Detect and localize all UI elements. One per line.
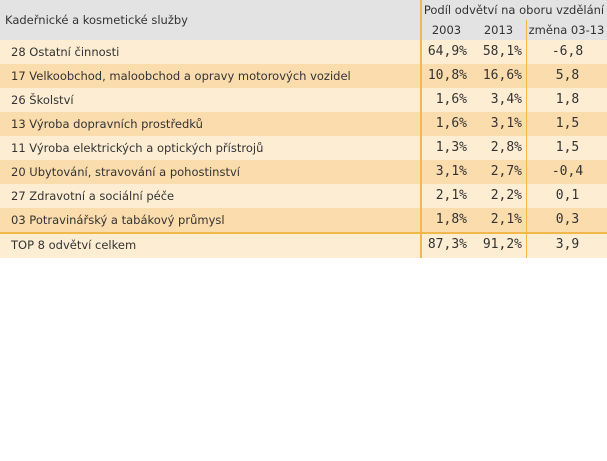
cell-change: 0,1	[526, 184, 606, 208]
table-row: 26 Školství 1,6% 3,4% 1,8	[0, 88, 607, 112]
cell-2003: 2,1%	[420, 184, 471, 208]
row-label: 28 Ostatní činnosti	[11, 45, 120, 59]
table-row: 28 Ostatní činnosti 64,9% 58,1% -6,8	[0, 40, 607, 64]
cell-2003: 1,8%	[420, 208, 471, 232]
total-2003: 87,3%	[420, 234, 471, 258]
table-row: 17 Velkoobchod, maloobchod a opravy moto…	[0, 64, 607, 88]
cell-2013: 2,2%	[490, 188, 522, 203]
row-label: 26 Školství	[11, 93, 74, 107]
cell-2013: 2,1%	[490, 212, 522, 227]
cell-change: 1,8	[526, 88, 606, 112]
cell-2013: 16,6%	[482, 68, 522, 83]
cell-2003: 10,8%	[420, 64, 471, 88]
row-label: 13 Výroba dopravních prostředků	[11, 117, 203, 131]
column-header-2013: 2013	[483, 23, 514, 37]
row-label: 11 Výroba elektrických a optických příst…	[11, 141, 264, 155]
table-title: Kadeřnické a kosmetické služby	[5, 13, 188, 27]
cell-2003: 1,6%	[420, 112, 471, 136]
cell-2003: 3,1%	[420, 160, 471, 184]
column-group-header: Podíl odvětví na oboru vzdělání	[420, 0, 606, 20]
table-row: 27 Zdravotní a sociální péče 2,1% 2,2% 0…	[0, 184, 607, 208]
row-label: 17 Velkoobchod, maloobchod a opravy moto…	[11, 69, 351, 83]
total-2013: 91,2%	[482, 237, 522, 252]
cell-2003: 1,3%	[420, 136, 471, 160]
cell-change: 1,5	[526, 112, 606, 136]
total-change: 3,9	[526, 234, 606, 258]
row-label: 20 Ubytování, stravování a pohostinství	[11, 165, 240, 179]
cell-change: -6,8	[526, 40, 606, 64]
cell-change: -0,4	[526, 160, 606, 184]
cell-2003: 64,9%	[420, 40, 471, 64]
total-row: TOP 8 odvětví celkem 87,3% 91,2% 3,9	[0, 232, 607, 258]
cell-2013: 2,8%	[490, 140, 522, 155]
row-label: 03 Potravinářský a tabákový průmysl	[11, 213, 225, 227]
row-label: 27 Zdravotní a sociální péče	[11, 189, 175, 203]
table-row: 13 Výroba dopravních prostředků 1,6% 3,1…	[0, 112, 607, 136]
table-row: 03 Potravinářský a tabákový průmysl 1,8%…	[0, 208, 607, 232]
cell-2013: 3,4%	[490, 92, 522, 107]
table-row: 11 Výroba elektrických a optických příst…	[0, 136, 607, 160]
cell-2013: 2,7%	[490, 164, 522, 179]
cell-change: 0,3	[526, 208, 606, 232]
cell-change: 1,5	[526, 136, 606, 160]
total-label: TOP 8 odvětví celkem	[11, 238, 137, 252]
table-body: 28 Ostatní činnosti 64,9% 58,1% -6,8 17 …	[0, 40, 607, 258]
cell-change: 5,8	[526, 64, 606, 88]
cell-2003: 1,6%	[420, 88, 471, 112]
column-header-2003: 2003	[420, 20, 471, 40]
table-row: 20 Ubytování, stravování a pohostinství …	[0, 160, 607, 184]
column-header-change: změna 03-13	[526, 20, 606, 40]
cell-2013: 58,1%	[482, 44, 522, 59]
table-header: Kadeřnické a kosmetické služby Podíl odv…	[0, 0, 607, 40]
cell-2013: 3,1%	[490, 116, 522, 131]
